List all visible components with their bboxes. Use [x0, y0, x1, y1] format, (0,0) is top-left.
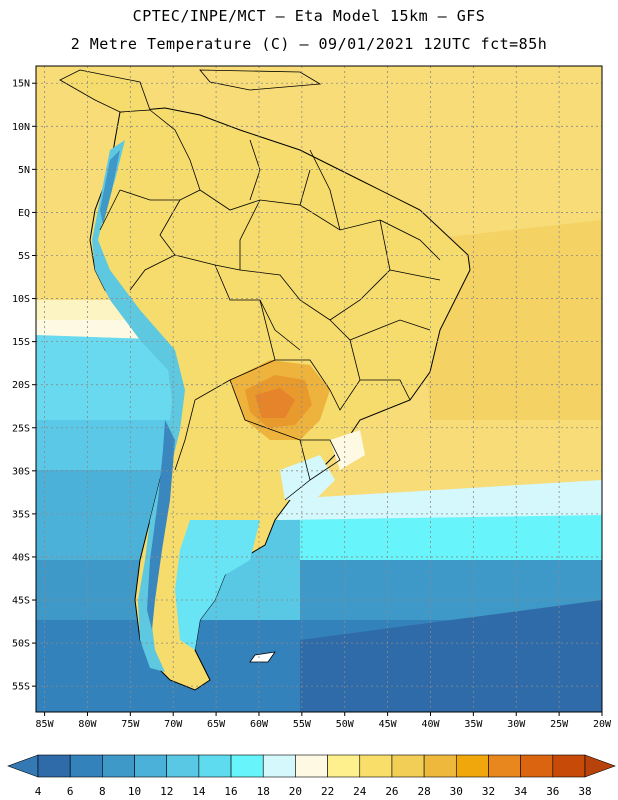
colorbar-label: 20: [289, 785, 302, 798]
lat-tick-label: 15N: [12, 79, 30, 90]
latitude-labels: 15N 10N 5N EQ 5S 10S 15S 20S 25S 30S 35S 40S 45S 50S 5…: [12, 79, 36, 693]
lat-tick-label: 10S: [12, 294, 30, 305]
lat-tick-label: 45S: [12, 596, 30, 607]
colorbar-swatch: [552, 754, 586, 778]
atlantic-front-cyan: [280, 515, 602, 560]
lon-tick-label: 85W: [36, 719, 55, 730]
colorbar-label: 34: [514, 785, 528, 798]
lon-tick-label: 60W: [250, 719, 269, 730]
lat-tick-label: 50S: [12, 639, 30, 650]
colorbar-label: 22: [321, 785, 334, 798]
lon-tick-label: 75W: [121, 719, 140, 730]
colorbar-label: 4: [35, 785, 42, 798]
colorbar-swatch: [262, 754, 296, 778]
north-andes-core: [100, 150, 120, 225]
lat-tick-label: 5N: [18, 165, 30, 176]
colorbar-label: 32: [482, 785, 495, 798]
colorbar-swatch: [37, 754, 71, 778]
southern-coldest-band: [300, 600, 602, 712]
pacific-cooler-band: [36, 420, 200, 470]
colorbar-swatch: [488, 754, 521, 778]
lat-tick-label: 40S: [12, 552, 30, 563]
colorbar-swatch: [230, 754, 264, 778]
colorbar-swatch: [166, 754, 200, 778]
caribbean-islands: [199, 69, 322, 91]
colorbar-label: 28: [417, 785, 430, 798]
colorbar-label: 18: [257, 785, 270, 798]
colorbar-label: 12: [160, 785, 173, 798]
colorbar-swatch: [198, 754, 232, 778]
lat-tick-label: 20S: [12, 380, 30, 391]
map-area: [36, 66, 602, 712]
colorbar-swatch: [455, 754, 489, 778]
colorbar-swatch: [295, 754, 328, 778]
lat-tick-label: 15S: [12, 337, 30, 348]
colorbar-label: 38: [578, 785, 591, 798]
south-brazil-pale-area: [330, 430, 365, 470]
lon-tick-label: 80W: [78, 719, 97, 730]
colorbar-swatch: [134, 754, 168, 778]
lat-tick-label: EQ: [18, 208, 30, 219]
colorbar-swatch: [102, 754, 135, 778]
lat-tick-label: 5S: [18, 251, 30, 262]
patagonia-cool-area: [175, 520, 260, 650]
colorbar-label: 30: [450, 785, 463, 798]
colorbar-label: 24: [353, 785, 367, 798]
colorbar-label: 14: [192, 785, 206, 798]
colorbar-label: 6: [67, 785, 74, 798]
lon-tick-label: 25W: [550, 719, 569, 730]
andes-coldest-core: [147, 420, 175, 630]
graticule: [36, 66, 603, 712]
colorbar-swatch: [423, 754, 457, 778]
lon-tick-label: 35W: [464, 719, 483, 730]
uruguay-pale-area: [280, 455, 335, 500]
lon-tick-label: 65W: [207, 719, 226, 730]
country-borders: [99, 109, 441, 501]
map-title-line1: CPTEC/INPE/MCT – Eta Model 15km – GFS: [132, 7, 486, 25]
map-title-line2: 2 Metre Temperature (C) – 09/01/2021 12U…: [70, 35, 548, 53]
colorbar-label: 26: [385, 785, 398, 798]
lon-tick-label: 70W: [164, 719, 183, 730]
lat-tick-label: 30S: [12, 466, 30, 477]
colorbar: 4 6 8 10 12 14 16 18 20 22 24 26 28 30 32 34 36 38: [7, 754, 616, 798]
colorbar-label: 10: [128, 785, 141, 798]
colorbar-arrow-low: [7, 754, 39, 778]
colorbar-arrow-high: [584, 754, 616, 778]
lat-tick-label: 25S: [12, 423, 30, 434]
colorbar-label: 8: [99, 785, 106, 798]
colorbar-swatch: [69, 754, 103, 778]
map-frame: [35, 65, 603, 713]
colorbar-label: 16: [224, 785, 237, 798]
hot-spot: [255, 388, 295, 418]
colorbar-swatch: [520, 754, 554, 778]
lat-tick-label: 55S: [12, 682, 30, 693]
lon-tick-label: 20W: [593, 719, 612, 730]
lon-tick-label: 50W: [336, 719, 355, 730]
colorbar-label: 36: [546, 785, 559, 798]
falkland-islands: [249, 651, 276, 663]
lon-tick-label: 40W: [421, 719, 440, 730]
southern-cold-band: [36, 560, 602, 620]
longitude-labels: 85W 80W 75W 70W 65W 60W 55W 50W 45W 40W 35W 30W 25W 2…: [36, 712, 612, 730]
lon-tick-label: 30W: [507, 719, 526, 730]
lat-tick-label: 35S: [12, 509, 30, 520]
lon-tick-label: 55W: [293, 719, 312, 730]
central-america-landmass: [59, 69, 151, 113]
lat-tick-label: 10N: [12, 122, 30, 133]
colorbar-swatch: [327, 754, 361, 778]
colorbar-swatch: [391, 754, 425, 778]
colorbar-swatch: [359, 754, 393, 778]
lon-tick-label: 45W: [379, 719, 398, 730]
